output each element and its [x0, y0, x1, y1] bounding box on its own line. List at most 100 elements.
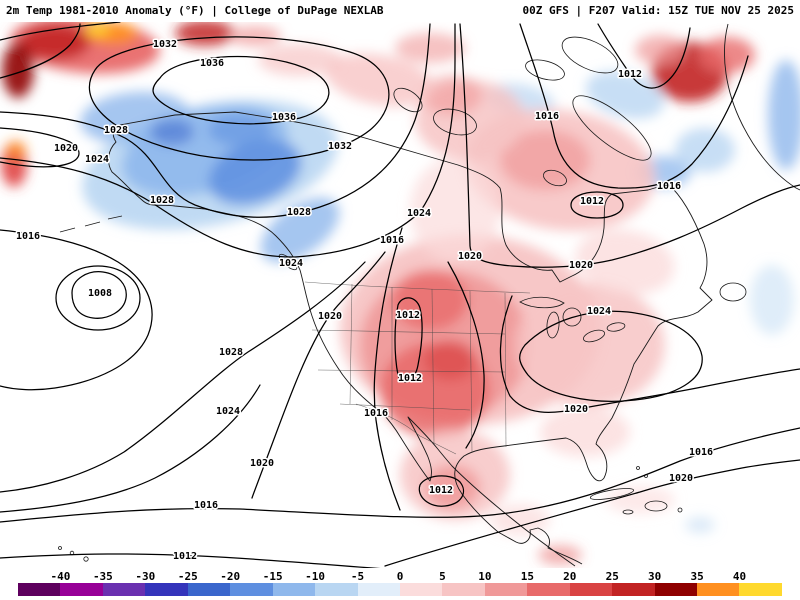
anomaly-region [260, 197, 340, 263]
colorbar-segments [18, 583, 782, 596]
island-banks [393, 87, 423, 113]
anomaly-region [585, 71, 665, 119]
island-hispaniola [644, 500, 668, 512]
isobar-label: 1024 [279, 258, 303, 269]
island-cuba [589, 488, 635, 500]
anomaly-region [392, 270, 468, 330]
lake-superior [519, 296, 565, 309]
isobar-label: 1028 [287, 207, 311, 218]
isobar-1032 [88, 36, 390, 161]
isobar-label: 1028 [150, 195, 174, 206]
colorbar-labels: -40 -35 -30 -25 -20 -15 -10 -5 0 5 10 15 20 25 30 35 40 [18, 570, 782, 583]
colorbar: -40 -35 -30 -25 -20 -15 -10 -5 0 5 10 15 20 25 30 35 40 [18, 570, 782, 596]
geography [58, 23, 800, 567]
isobar-labels: 1032 1036 1036 1032 1028 1020 1024 1028 1028 1024… [14, 38, 714, 564]
isobar-label: 1016 [364, 408, 388, 419]
aleutian-islands [59, 215, 123, 233]
colorbar-segment [399, 583, 443, 596]
colorbar-segment [102, 583, 146, 596]
isobar-label: 1020 [250, 458, 274, 469]
isobar-1036 [152, 55, 330, 125]
isobar-label: 1016 [689, 447, 713, 458]
isobar-label: 1020 [458, 251, 482, 262]
colorbar-tick-label: 30 [648, 570, 662, 583]
anomaly-region [699, 37, 755, 73]
isobar-label: 1024 [587, 306, 611, 317]
anomaly-shading [1, 22, 800, 565]
colorbar-segment [569, 583, 613, 596]
colorbar-segment [315, 583, 358, 596]
isobar-1028 [0, 23, 431, 218]
colorbar-segment [612, 583, 655, 596]
colorbar-segment [739, 583, 782, 596]
state-borders [304, 281, 531, 455]
isobar-1028 [0, 261, 366, 493]
isobar-label: 1012 [580, 196, 604, 207]
isobar-1012 [570, 191, 624, 219]
colorbar-segment [527, 583, 570, 596]
isobar-label: 1016 [16, 231, 40, 242]
isobar-label: 1012 [618, 69, 642, 80]
isobar-1012 [55, 265, 141, 331]
isobar-label: 1012 [173, 551, 197, 562]
island-ellesmere [561, 36, 619, 74]
island-newfoundland [719, 282, 747, 302]
isobar-1020 [251, 251, 386, 499]
isobar-1020 [0, 127, 80, 168]
island-devon [525, 59, 565, 81]
colorbar-tick-label: -25 [177, 570, 198, 583]
isobar-1012 [394, 297, 423, 383]
anomaly-region [410, 158, 500, 262]
anomaly-region [6, 141, 26, 159]
anomaly-region [84, 23, 110, 35]
isobar-1016 [0, 427, 800, 523]
island-hawaii [83, 556, 89, 562]
isobar-label: 1020 [669, 473, 693, 484]
isobar-arc [0, 22, 121, 41]
isobar-label: 1020 [54, 143, 78, 154]
colorbar-tick-label: 10 [478, 570, 492, 583]
anomaly-region [258, 44, 342, 76]
colorbar-tick-label: 40 [732, 570, 747, 583]
island-bahamas [636, 466, 640, 470]
colorbar-tick-label: -30 [135, 570, 156, 583]
colorbar-segment [60, 583, 103, 596]
colorbar-tick-label: -20 [220, 570, 241, 583]
anomaly-region [20, 24, 90, 60]
coastline-greenland [724, 23, 800, 191]
anomaly-region [395, 33, 465, 63]
isobar-1020 [499, 295, 800, 413]
isobar-label: 1020 [569, 260, 593, 271]
colorbar-tick-label: 35 [690, 570, 704, 583]
isobar-label: 1012 [396, 310, 420, 321]
isobar-1024 [519, 310, 703, 402]
anomaly-region [208, 114, 272, 146]
colorbar-segment [187, 583, 231, 596]
titlebar: 2m Temp 1981-2010 Anomaly (°F) | College… [0, 0, 800, 20]
anomaly-region [685, 517, 715, 533]
isobar-1012 [597, 23, 691, 89]
anomaly-region [150, 119, 194, 145]
colorbar-segment [230, 583, 273, 596]
isobar-label: 1028 [219, 347, 243, 358]
isobar-1016 [0, 229, 153, 391]
anomaly-region [2, 42, 34, 98]
isobar-label: 1036 [272, 112, 296, 123]
colorbar-tick-label: 20 [563, 570, 577, 583]
colorbar-tick-label: -10 [305, 570, 326, 583]
isobar-1020 [384, 459, 800, 567]
colorbar-segment [697, 583, 740, 596]
island-hawaii [58, 546, 62, 550]
isobar-label: 1028 [104, 125, 128, 136]
island-baffin [572, 95, 652, 161]
colorbar-tick-label: -15 [262, 570, 283, 583]
colorbar-tick-label: 5 [439, 570, 446, 583]
anomaly-region [422, 75, 482, 115]
isobar-label: 1036 [200, 58, 224, 69]
isobar-1016 [447, 261, 485, 449]
lake-michigan [546, 311, 560, 339]
isobar-label: 1032 [328, 141, 352, 152]
isobar-label: 1024 [216, 406, 240, 417]
